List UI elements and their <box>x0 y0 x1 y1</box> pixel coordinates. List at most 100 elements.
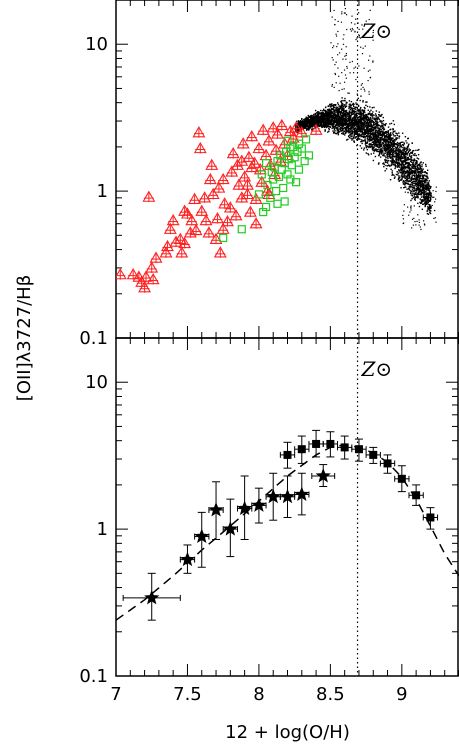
galaxy-outlier <box>330 42 332 44</box>
galaxy-point <box>372 136 375 139</box>
galaxy-point <box>327 113 330 116</box>
galaxy-point <box>412 161 414 164</box>
galaxy-point <box>401 169 403 172</box>
galaxy-point <box>378 113 380 116</box>
galaxy-point <box>342 109 345 111</box>
galaxy-point <box>356 125 359 128</box>
galaxy-point <box>420 181 422 183</box>
galaxy-point <box>398 156 400 159</box>
galaxy-outlier <box>343 34 345 36</box>
galaxy-point <box>350 114 352 116</box>
galaxy-point <box>410 177 413 179</box>
galaxy-point <box>329 119 331 122</box>
galaxy-point <box>418 173 420 176</box>
galaxy-point <box>400 164 403 167</box>
galaxy-point <box>353 122 355 125</box>
green-squares <box>219 135 314 243</box>
galaxy-point <box>350 135 352 138</box>
galaxy-point <box>394 130 396 132</box>
galaxy-outlier <box>418 219 420 221</box>
galaxy-point <box>430 195 432 197</box>
galaxy-point <box>426 198 429 201</box>
galaxy-point <box>354 130 356 133</box>
galaxy-point <box>348 100 351 102</box>
galaxy-point <box>421 184 423 186</box>
galaxy-point <box>357 122 360 124</box>
galaxy-point <box>378 111 380 113</box>
galaxy-point <box>406 178 408 180</box>
square-marker <box>284 155 294 164</box>
galaxy-point <box>390 147 393 150</box>
galaxy-point <box>380 126 382 128</box>
galaxy-point <box>404 182 406 184</box>
galaxy-outlier <box>356 93 358 95</box>
galaxy-point <box>372 130 374 132</box>
galaxy-point <box>405 147 407 150</box>
galaxy-point <box>387 144 390 146</box>
galaxy-point <box>321 119 323 122</box>
galaxy-point <box>322 125 324 128</box>
galaxy-point <box>396 132 398 135</box>
galaxy-point <box>381 120 383 123</box>
galaxy-point <box>401 144 404 146</box>
galaxy-point <box>411 197 413 200</box>
galaxy-point <box>323 119 325 121</box>
galaxy-point <box>392 163 394 166</box>
galaxy-point <box>413 190 416 192</box>
galaxy-point <box>418 163 421 165</box>
galaxy-point <box>430 205 432 208</box>
galaxy-outlier <box>431 195 433 197</box>
galaxy-point <box>401 177 403 179</box>
galaxy-point <box>353 134 356 136</box>
galaxy-point <box>402 148 405 150</box>
galaxy-point <box>369 113 371 116</box>
galaxy-point <box>419 190 422 193</box>
galaxy-point <box>348 130 350 132</box>
galaxy-outlier <box>333 86 335 88</box>
galaxy-outlier <box>344 12 346 14</box>
galaxy-point <box>366 128 369 130</box>
galaxy-point <box>383 137 386 139</box>
galaxy-point <box>381 151 383 154</box>
galaxy-point <box>363 118 366 120</box>
galaxy-point <box>357 124 360 126</box>
galaxy-point <box>408 163 410 165</box>
galaxy-outlier <box>433 209 436 212</box>
galaxy-outlier <box>350 22 353 24</box>
galaxy-point <box>418 184 421 187</box>
galaxy-point <box>386 149 388 151</box>
galaxy-point <box>387 155 389 158</box>
galaxy-point <box>399 148 401 151</box>
galaxy-point <box>334 116 336 118</box>
galaxy-point <box>386 151 389 154</box>
galaxy-point <box>331 123 333 125</box>
galaxy-outlier <box>402 218 404 220</box>
galaxy-point <box>300 121 303 123</box>
galaxy-point <box>340 104 343 106</box>
galaxy-point <box>345 105 348 107</box>
galaxy-point <box>395 173 398 176</box>
galaxy-point <box>429 187 432 189</box>
galaxy-outlier <box>337 20 339 23</box>
galaxy-point <box>363 129 366 131</box>
galaxy-point <box>351 109 353 112</box>
galaxy-point <box>402 162 404 165</box>
galaxy-point <box>314 115 316 118</box>
galaxy-point <box>354 125 356 127</box>
galaxy-point <box>376 122 378 125</box>
galaxy-point <box>420 170 422 172</box>
galaxy-point <box>429 197 432 200</box>
galaxy-point <box>308 121 310 123</box>
galaxy-point <box>391 145 393 147</box>
galaxy-outlier <box>331 57 333 59</box>
galaxy-point <box>350 104 352 107</box>
galaxy-point <box>374 118 376 121</box>
galaxy-point <box>402 164 404 166</box>
galaxy-point <box>309 120 312 122</box>
galaxy-point <box>395 155 398 158</box>
galaxy-point <box>317 113 320 116</box>
galaxy-point <box>379 143 381 146</box>
galaxy-point <box>331 112 333 114</box>
galaxy-point <box>384 123 387 126</box>
galaxy-point <box>309 116 311 119</box>
